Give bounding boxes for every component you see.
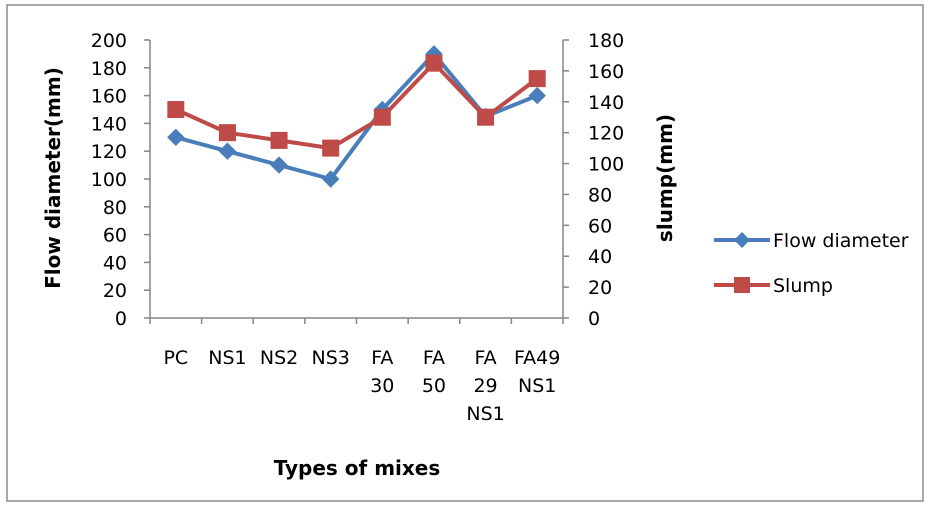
chart-border [7, 5, 923, 501]
y-left-tick-label: 100 [91, 169, 127, 191]
x-tick-label-line: NS1 [208, 347, 246, 369]
data-point-slump [219, 125, 235, 141]
y-left-tick-label: 40 [103, 252, 127, 274]
x-tick-label-line: NS1 [518, 375, 556, 397]
data-point-slump [426, 55, 442, 71]
y-right-tick-label: 80 [588, 184, 612, 206]
x-tick-label-line: FA49 [514, 347, 560, 369]
data-point-slump [271, 132, 287, 148]
x-tick-label-line: NS1 [466, 403, 504, 425]
y-left-tick-label: 160 [91, 86, 127, 108]
y-right-tick-label: 120 [588, 123, 624, 145]
y-axis-right-title: slump(mm) [653, 114, 677, 242]
legend-label-flow-diameter: Flow diameter [773, 230, 909, 252]
y-right-tick-label: 160 [588, 61, 624, 83]
y-right-tick-label: 60 [588, 215, 612, 237]
y-right-tick-label: 140 [588, 92, 624, 114]
y-left-tick-label: 120 [91, 141, 127, 163]
data-point-slump [478, 109, 494, 125]
x-tick-label-line: NS2 [260, 347, 298, 369]
y-right-tick-label: 0 [588, 308, 600, 330]
y-right-tick-label: 20 [588, 277, 612, 299]
y-right-tick-label: 40 [588, 246, 612, 268]
x-tick-label-line: 30 [370, 375, 394, 397]
y-right-tick-label: 180 [588, 30, 624, 52]
y-left-tick-label: 180 [91, 58, 127, 80]
x-tick-label-line: FA [474, 347, 496, 369]
data-point-slump [529, 71, 545, 87]
y-left-tick-label: 140 [91, 113, 127, 135]
x-tick-label: PC [163, 347, 188, 369]
x-tick-label: NS3 [312, 347, 350, 369]
x-axis-title: Types of mixes [274, 456, 441, 480]
legend-label-slump: Slump [773, 275, 833, 297]
data-point-slump [323, 140, 339, 156]
y-left-tick-label: 0 [115, 308, 127, 330]
data-point-slump [168, 102, 184, 118]
legend-marker-slump [734, 277, 750, 293]
data-point-slump [374, 109, 390, 125]
y-axis-left-title: Flow diameter(mm) [41, 67, 65, 289]
y-left-tick-label: 80 [103, 197, 127, 219]
y-left-tick-label: 60 [103, 225, 127, 247]
y-left-tick-label: 20 [103, 280, 127, 302]
x-tick-label-line: 50 [422, 375, 446, 397]
x-tick-label-line: FA [371, 347, 393, 369]
x-tick-label: NS2 [260, 347, 298, 369]
y-right-tick-label: 100 [588, 154, 624, 176]
x-tick-label-line: PC [163, 347, 188, 369]
x-tick-label-line: FA [423, 347, 445, 369]
x-tick-label-line: NS3 [312, 347, 350, 369]
x-tick-label: NS1 [208, 347, 246, 369]
x-tick-label-line: 29 [473, 375, 497, 397]
y-left-tick-label: 200 [91, 30, 127, 52]
